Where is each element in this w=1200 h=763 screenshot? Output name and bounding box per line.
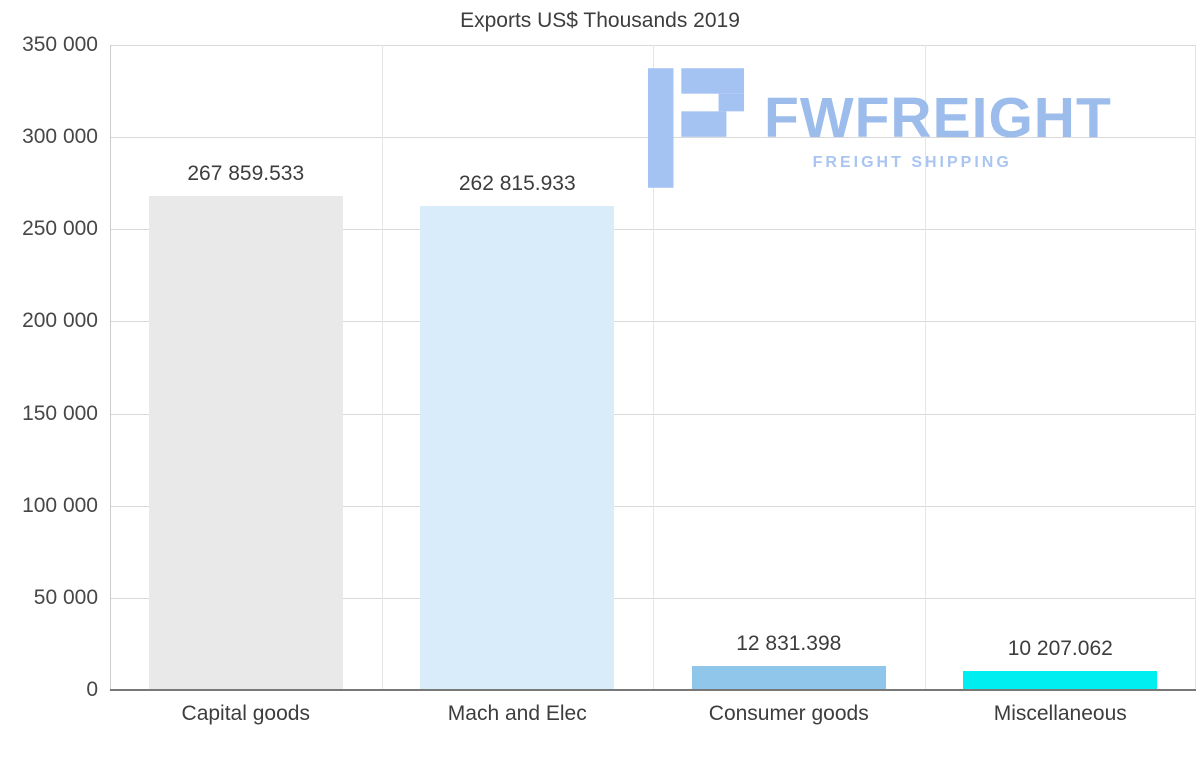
bar-value-label: 10 207.062 [1007,637,1113,661]
v-gridline [1195,45,1196,690]
y-tick-label: 250 000 [22,217,98,241]
x-tick-label-capital-goods: Capital goods [181,702,310,725]
bar-miscellaneous [963,671,1158,690]
v-gridline [382,45,383,690]
chart-title: Exports US$ Thousands 2019 [460,9,740,32]
y-tick-label: 200 000 [22,309,98,333]
bar-value-label: 267 859.533 [187,162,305,186]
y-tick-label: 50 000 [33,585,98,609]
bar-value-label: 262 815.933 [458,171,576,195]
y-axis-line [110,45,111,690]
bar-capital-goods [148,196,343,690]
y-tick-label: 350 000 [22,33,98,56]
y-tick-label: 0 [86,678,98,701]
y-tick-label: 300 000 [22,125,98,149]
bar-consumer-goods [691,666,886,690]
x-axis-labels: Capital goods Mach and Elec Consumer goods… [110,702,1196,742]
x-axis-line [110,689,1196,691]
bar-value-label: 12 831.398 [736,632,842,656]
y-tick-label: 100 000 [22,493,98,517]
x-tick-label-consumer-goods: Consumer goods [708,702,869,725]
bar-mach-and-elec [420,205,615,690]
plot-area: 267 859.533 262 815.933 12 831.398 10 207.0… [110,45,1196,691]
v-gridline [925,45,926,690]
x-tick-label-miscellaneous: Miscellaneous [993,702,1127,725]
x-tick-label-mach-and-elec: Mach and Elec [447,702,587,725]
y-axis: 350 000 300 000 250 000 200 000 150 000 100 0… [0,33,98,701]
v-gridline [653,45,654,690]
y-tick-label: 150 000 [22,401,98,425]
